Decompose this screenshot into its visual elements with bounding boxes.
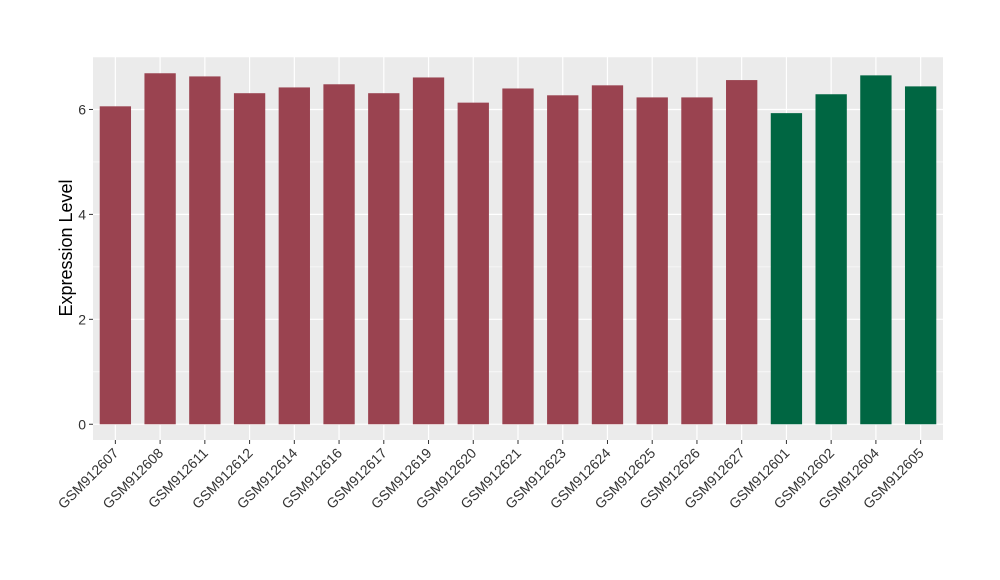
y-axis: 0 2 4 6 xyxy=(78,101,93,432)
bar-GSM912626 xyxy=(681,97,713,425)
bar-GSM912604 xyxy=(860,75,892,425)
y-axis-title: Expression Level xyxy=(56,179,76,316)
y-tick-label: 4 xyxy=(78,206,86,222)
bar-GSM912619 xyxy=(412,77,445,425)
bar-GSM912616 xyxy=(323,84,355,425)
bar-GSM912620 xyxy=(457,102,489,425)
bar-GSM912617 xyxy=(368,93,400,425)
x-axis: GSM912607GSM912608GSM912611GSM912612GSM9… xyxy=(55,440,927,512)
y-tick-label: 0 xyxy=(78,416,86,432)
y-tick-label: 2 xyxy=(78,311,86,327)
bar-GSM912614 xyxy=(278,87,310,425)
bar-GSM912612 xyxy=(233,93,266,425)
bar-GSM912621 xyxy=(502,88,534,425)
bar-GSM912627 xyxy=(726,80,758,425)
bar-GSM912605 xyxy=(904,86,937,425)
bar-GSM912625 xyxy=(636,97,668,425)
bars xyxy=(99,73,937,425)
bar-GSM912601 xyxy=(770,113,803,425)
bar-GSM912607 xyxy=(99,106,132,425)
bar-GSM912624 xyxy=(591,85,624,425)
bar-GSM912602 xyxy=(815,94,847,425)
y-tick-label: 6 xyxy=(78,101,86,117)
bar-GSM912611 xyxy=(189,76,221,425)
bar-GSM912608 xyxy=(144,73,176,425)
bar-GSM912623 xyxy=(547,95,579,425)
